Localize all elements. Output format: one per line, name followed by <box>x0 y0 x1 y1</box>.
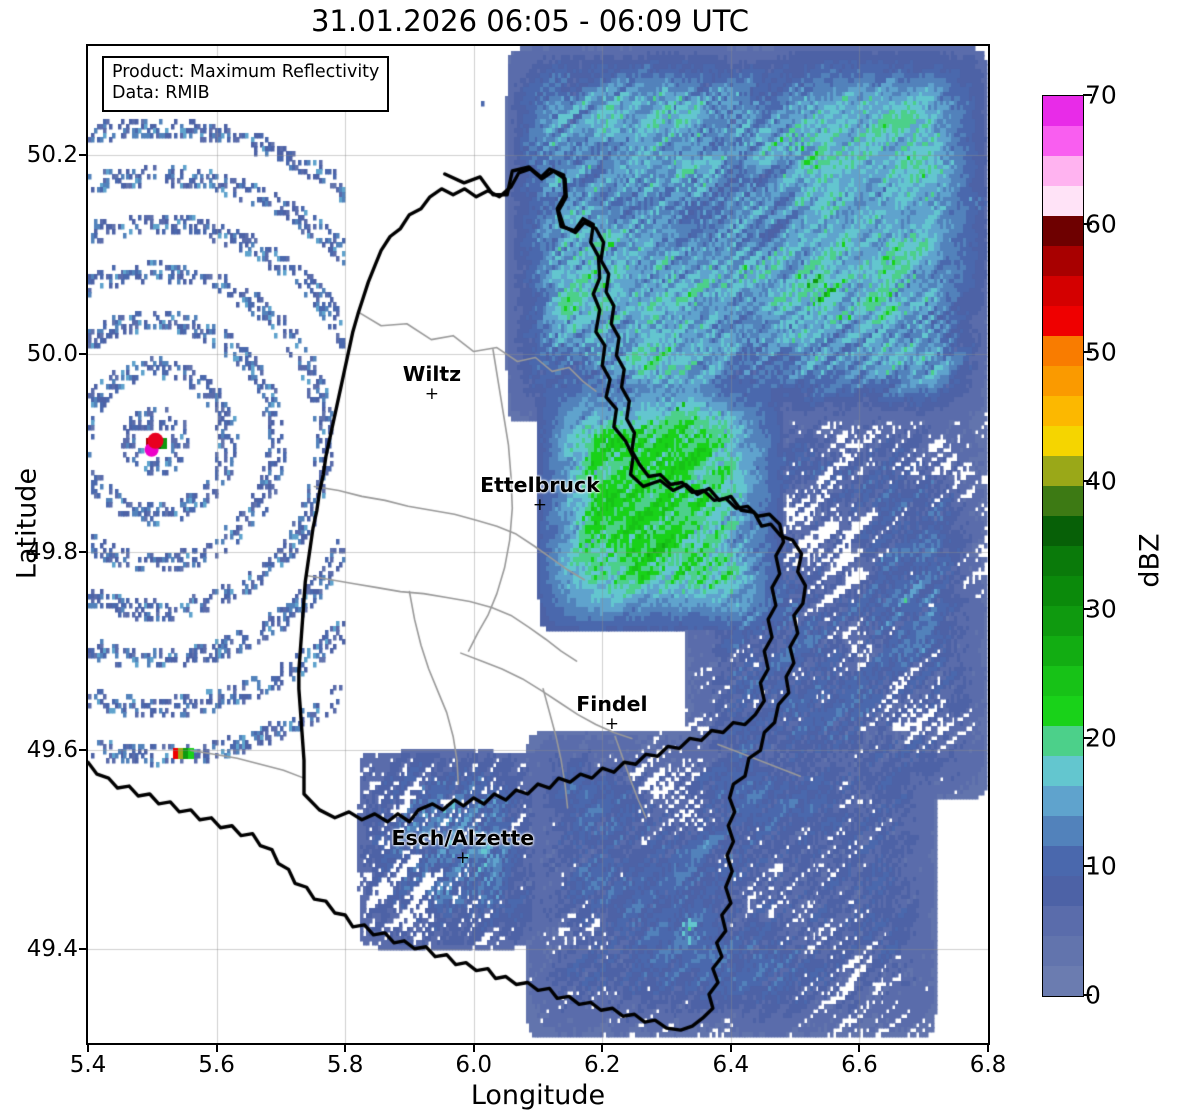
colorbar-band <box>1043 726 1083 756</box>
x-tick-label: 5.6 <box>198 1052 235 1078</box>
data-source-label: Data: RMIB <box>112 83 210 104</box>
colorbar-tick-mark <box>1083 994 1092 996</box>
colorbar-tick-mark <box>1083 479 1092 482</box>
colorbar-band <box>1043 486 1083 516</box>
colorbar-band <box>1043 876 1083 906</box>
colorbar-band <box>1043 606 1083 636</box>
colorbar-tick-mark <box>1083 94 1092 96</box>
colorbar-band <box>1043 156 1083 186</box>
colorbar-band <box>1043 306 1083 336</box>
colorbar-band <box>1043 756 1083 786</box>
colorbar-band <box>1043 576 1083 606</box>
y-axis-label: Latitude <box>11 467 43 580</box>
y-tick-label: 50.2 <box>26 142 78 169</box>
y-tick-mark <box>79 749 86 752</box>
colorbar-band <box>1043 396 1083 426</box>
colorbar-band <box>1043 666 1083 696</box>
x-tick-label: 6.0 <box>455 1052 492 1078</box>
colorbar-band <box>1043 906 1083 936</box>
colorbar-band <box>1043 936 1083 966</box>
x-tick-label: 5.8 <box>326 1052 364 1078</box>
x-axis-label: Longitude <box>470 1080 606 1111</box>
colorbar-label: dBZ <box>1134 533 1166 588</box>
product-label: Product: Maximum Reflectivity <box>112 62 380 82</box>
x-tick-mark <box>601 1045 604 1052</box>
y-tick-mark <box>79 550 86 553</box>
y-tick-label: 50.0 <box>26 340 78 367</box>
radar-reflectivity-canvas <box>88 46 988 1043</box>
colorbar-band <box>1043 966 1083 996</box>
x-tick-label: 6.4 <box>712 1052 750 1078</box>
y-tick-mark <box>79 947 86 950</box>
colorbar-band <box>1043 126 1083 156</box>
map-plot-area[interactable]: Product: Maximum Reflectivity Data: RMIB… <box>86 44 990 1045</box>
y-tick-mark <box>79 352 86 355</box>
x-tick-label: 6.6 <box>841 1052 878 1078</box>
colorbar-band <box>1043 456 1083 486</box>
colorbar-band <box>1043 846 1083 876</box>
x-tick-mark <box>215 1045 218 1052</box>
product-info-box: Product: Maximum Reflectivity Data: RMIB <box>102 56 390 112</box>
colorbar-tick-mark <box>1083 736 1092 739</box>
y-tick-label: 49.4 <box>26 935 78 962</box>
colorbar-band <box>1043 276 1083 306</box>
figure-title: 31.01.2026 06:05 - 06:09 UTC <box>310 4 750 38</box>
y-tick-label: 49.6 <box>26 737 78 764</box>
x-tick-label: 5.4 <box>69 1052 107 1078</box>
y-tick-label: 49.8 <box>26 538 78 565</box>
colorbar-band <box>1043 216 1083 246</box>
colorbar-band <box>1043 366 1083 396</box>
x-tick-mark <box>858 1045 861 1052</box>
x-tick-label: 6.8 <box>969 1052 1007 1078</box>
x-tick-mark <box>87 1045 89 1052</box>
colorbar-tick-mark <box>1083 865 1092 868</box>
colorbar-band <box>1043 96 1083 126</box>
colorbar-band <box>1043 546 1083 576</box>
y-tick-mark <box>79 154 86 157</box>
colorbar-band <box>1043 246 1083 276</box>
colorbar <box>1042 95 1084 997</box>
colorbar-tick-mark <box>1083 608 1092 611</box>
colorbar-band <box>1043 186 1083 216</box>
colorbar-tick-label: 0 <box>1085 980 1101 1010</box>
colorbar-band <box>1043 696 1083 726</box>
x-tick-mark <box>987 1045 989 1052</box>
x-tick-label: 6.2 <box>583 1052 621 1078</box>
colorbar-tick-mark <box>1083 351 1092 354</box>
colorbar-band <box>1043 786 1083 816</box>
colorbar-band <box>1043 426 1083 456</box>
colorbar-band <box>1043 516 1083 546</box>
x-tick-mark <box>729 1045 732 1052</box>
colorbar-band <box>1043 636 1083 666</box>
colorbar-band <box>1043 336 1083 366</box>
x-tick-mark <box>472 1045 475 1052</box>
colorbar-band <box>1043 816 1083 846</box>
colorbar-tick-mark <box>1083 222 1092 225</box>
x-tick-mark <box>344 1045 347 1052</box>
